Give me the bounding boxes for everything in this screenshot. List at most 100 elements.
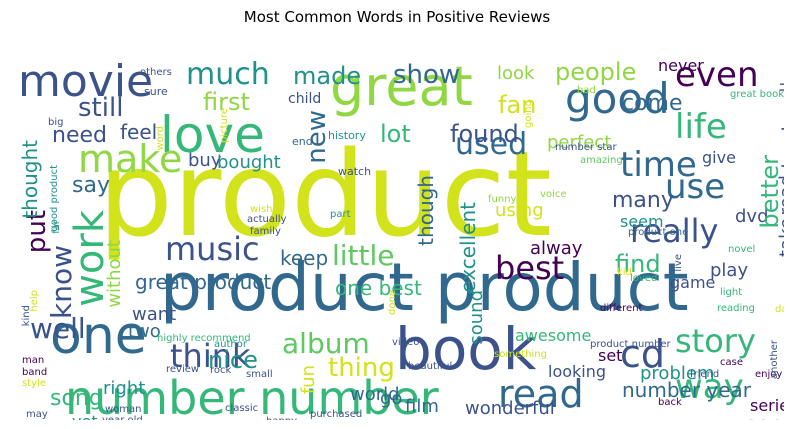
- word-sound: sound: [466, 290, 487, 345]
- word-using: using: [495, 200, 544, 221]
- word-buy: buy: [188, 150, 222, 171]
- word-show: show: [393, 60, 461, 90]
- word-two: two: [128, 321, 161, 342]
- word-serie: serie: [750, 396, 784, 415]
- word-big: big: [48, 117, 64, 128]
- word-come: come: [622, 91, 683, 116]
- word-say: say: [72, 173, 110, 198]
- word-may: may: [26, 409, 48, 420]
- word-cd: cd: [620, 332, 666, 376]
- word-dvd: dvd: [735, 206, 769, 227]
- word-go: go: [380, 388, 403, 409]
- word-novel: novel: [728, 244, 756, 255]
- word-yet: yet: [72, 414, 98, 421]
- word-see: see: [745, 415, 784, 421]
- word-nice: nice: [208, 346, 258, 374]
- word-seem: seem: [620, 212, 664, 231]
- word-purchased: purchased: [310, 409, 363, 420]
- word-need: need: [52, 123, 107, 148]
- word-perfect: perfect: [547, 132, 612, 153]
- word-band: band: [22, 367, 48, 378]
- word-great-product: great product: [135, 270, 272, 294]
- word-excellent: excellent: [456, 202, 480, 293]
- word-play: play: [710, 260, 749, 281]
- word-day: day: [775, 304, 784, 315]
- word-even: even: [675, 55, 759, 95]
- word-problem: problem: [640, 363, 715, 384]
- word-live: live: [673, 254, 684, 272]
- word-without: without: [104, 240, 125, 308]
- word-love: love: [160, 106, 265, 164]
- word-find: find: [615, 250, 661, 278]
- word-part: part: [330, 209, 351, 220]
- word-happy: happy: [266, 417, 297, 421]
- word-going: going: [523, 100, 534, 128]
- word-cloud: product product product number number book g…: [10, 30, 784, 420]
- word-great-book: great book: [730, 89, 784, 100]
- word-know: know: [45, 245, 78, 319]
- word-word: word: [155, 126, 166, 151]
- word-read: read: [498, 372, 584, 416]
- word-used: used: [455, 127, 528, 162]
- word-people: people: [555, 58, 637, 86]
- word-picture: picture: [219, 108, 230, 143]
- word-world: world: [350, 384, 400, 405]
- word-far: far: [51, 220, 62, 234]
- word-history: history: [328, 129, 366, 142]
- word-read: read: [776, 175, 784, 216]
- word-want: want: [132, 304, 177, 325]
- word-new: new: [302, 110, 332, 164]
- word-little: little: [332, 239, 395, 272]
- word-still: still: [78, 93, 124, 123]
- word-awesome: awesome: [515, 326, 592, 345]
- word-lot: lot: [380, 120, 411, 148]
- word-never: never: [658, 56, 704, 75]
- word-highly-recommend: highly recommend: [157, 333, 251, 344]
- word-man: man: [22, 355, 45, 366]
- word-number-star: number star: [555, 142, 617, 153]
- word-first: first: [203, 88, 250, 116]
- word-enjoy: enjoy: [755, 369, 783, 380]
- word-family: family: [250, 226, 281, 237]
- word-book: book: [778, 120, 784, 169]
- word-time: time: [620, 145, 697, 185]
- word-reading: reading: [717, 303, 755, 314]
- word-use: use: [665, 167, 726, 207]
- word-product-product: product product: [160, 249, 689, 326]
- word-set: set: [598, 346, 623, 365]
- word-bought: bought: [217, 152, 281, 173]
- word-fun: fun: [298, 365, 319, 395]
- word-fan: fan: [498, 91, 537, 119]
- word-kind: kind: [21, 305, 32, 327]
- word-back: back: [658, 397, 682, 408]
- word-one: one: [50, 306, 147, 366]
- word-game: game: [670, 273, 716, 292]
- word-light: light: [720, 287, 743, 298]
- word-voice: voice: [540, 189, 567, 200]
- word-product-number: product number: [590, 339, 671, 350]
- word-others: others: [140, 67, 172, 78]
- word-review: review: [166, 364, 200, 375]
- word-thought: thought: [18, 140, 42, 219]
- word-think: think: [170, 337, 251, 375]
- word-life: life: [675, 107, 727, 147]
- word-beautiful: beautiful: [408, 361, 453, 372]
- word-product-one: product one: [628, 227, 689, 238]
- word-actually: actually: [247, 214, 287, 225]
- word-year-old: year old: [102, 416, 143, 421]
- word-music: music: [165, 230, 260, 268]
- word-feel: feel: [120, 120, 158, 144]
- word-something: something: [494, 349, 547, 360]
- word-bad: bad: [577, 85, 596, 96]
- word-style: style: [22, 378, 46, 389]
- word-child: child: [288, 91, 322, 107]
- word-small: small: [246, 369, 273, 380]
- word-rock: rock: [210, 365, 232, 376]
- word-woman: woman: [105, 404, 142, 415]
- word-kid: kid: [617, 267, 632, 278]
- word-number-year: number year: [622, 378, 752, 402]
- word-another: another: [769, 340, 780, 380]
- word-story: story: [675, 322, 756, 360]
- word-song: song: [50, 386, 103, 411]
- word-book: book: [395, 315, 537, 383]
